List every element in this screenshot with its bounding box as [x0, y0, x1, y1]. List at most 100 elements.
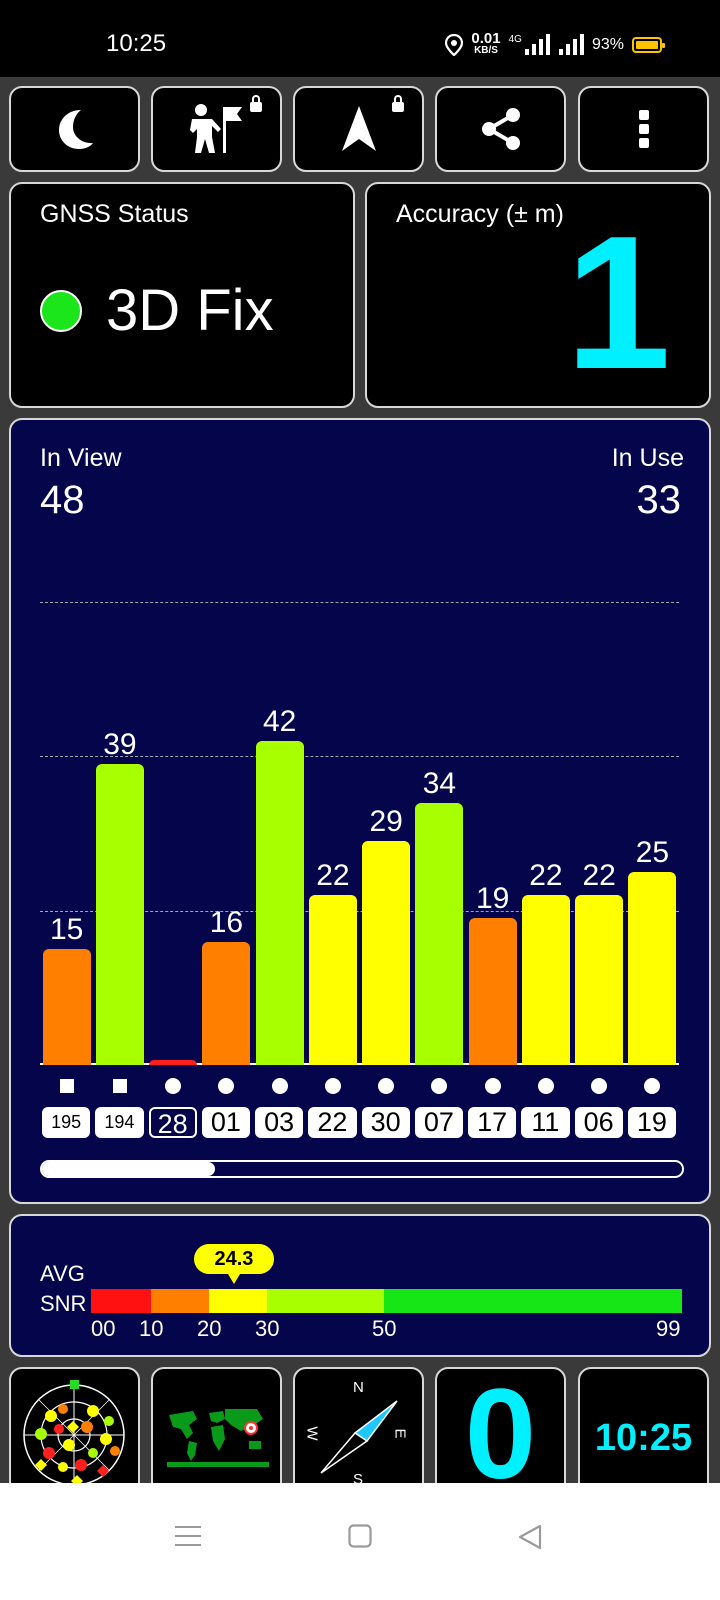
circle-marker — [591, 1078, 608, 1094]
accuracy-panel[interactable]: Accuracy (± m) 1 — [365, 182, 711, 408]
compass-north: N — [353, 1379, 364, 1396]
snr-scale — [91, 1289, 682, 1313]
snr-bar — [308, 895, 357, 1065]
snr-bar-value: 42 — [262, 704, 297, 738]
snr-bar-value: 16 — [209, 905, 244, 939]
satellite-id-badge[interactable]: 19 — [627, 1107, 676, 1138]
snr-scale-label: 00 — [91, 1316, 116, 1341]
satellite-id-badge[interactable]: 28 — [148, 1107, 197, 1139]
circle-marker — [644, 1078, 661, 1094]
satellite-id-badge[interactable]: 11 — [521, 1107, 570, 1138]
snr-bar — [628, 872, 677, 1065]
snr-bar-value: 34 — [422, 766, 457, 800]
snr-bar-chart: 15 39 16 42 22 29 34 19 22 22 25 — [40, 602, 679, 1065]
snr-scale-segment — [384, 1289, 682, 1313]
in-use-count: 33 — [636, 478, 682, 522]
in-view-count: 48 — [40, 478, 85, 522]
navigation-arrow-icon — [341, 106, 376, 151]
chart-scrollbar-thumb[interactable] — [42, 1162, 215, 1176]
snr-bar — [415, 802, 464, 1065]
satellite-id-badge[interactable]: 22 — [308, 1107, 357, 1138]
snr-bar — [468, 918, 517, 1065]
lock-icon — [392, 95, 404, 112]
circle-marker — [165, 1078, 182, 1094]
satellite-id-badge[interactable]: 195 — [42, 1107, 91, 1138]
satellite-markers — [40, 1075, 679, 1097]
snr-bar — [575, 895, 624, 1065]
satellite-id-badge[interactable]: 30 — [361, 1107, 410, 1138]
satellite-id-badge[interactable]: 17 — [468, 1107, 517, 1138]
in-use-label: In Use — [611, 444, 684, 472]
circle-marker — [378, 1078, 395, 1094]
satellite-chart-panel[interactable]: In View 48 In Use 33 15 39 16 42 22 29 34 19 22 2… — [9, 418, 711, 1204]
accuracy-label: Accuracy (± m) — [396, 200, 564, 228]
satellite-id-badge[interactable]: 03 — [255, 1107, 304, 1138]
sky-plot-tile[interactable] — [9, 1367, 140, 1502]
location-icon — [445, 34, 464, 56]
snr-scale-label: 50 — [372, 1316, 397, 1341]
snr-label: SNR — [40, 1291, 87, 1316]
moon-icon — [58, 110, 93, 149]
satellite-id-badge[interactable]: 06 — [574, 1107, 623, 1138]
back-icon[interactable] — [518, 1524, 542, 1550]
signal-icon — [524, 34, 550, 55]
satellite-id-badge[interactable]: 07 — [414, 1107, 463, 1138]
snr-bar-value: 39 — [103, 728, 137, 762]
menu-icon[interactable] — [175, 1525, 201, 1547]
compass-tile[interactable]: N E S W — [293, 1367, 424, 1502]
clock-value: 10:25 — [594, 1417, 693, 1459]
share-button[interactable] — [435, 86, 566, 172]
avg-badge-pointer — [227, 1274, 240, 1284]
snr-bar — [95, 764, 144, 1065]
more-options-button[interactable] — [578, 86, 709, 172]
chart-baseline — [40, 1063, 679, 1065]
status-time: 10:25 — [106, 30, 167, 57]
snr-bar-value: 29 — [369, 805, 403, 839]
snr-bar — [202, 941, 251, 1065]
signal-icon-2 — [558, 34, 584, 55]
sky-plot-icon — [23, 1380, 125, 1487]
more-vert-icon — [638, 110, 649, 148]
chart-gridline — [40, 910, 679, 912]
person-flag-icon — [189, 104, 242, 153]
night-mode-button[interactable] — [9, 86, 140, 172]
satellite-ids: 195 194 28 01 03 22 30 07 17 11 06 19 — [40, 1107, 679, 1140]
snr-bar-value: 22 — [316, 859, 350, 893]
network-type: 4G — [508, 33, 522, 45]
circle-marker — [484, 1078, 501, 1094]
chart-gridline — [40, 756, 679, 758]
battery-icon — [632, 37, 665, 53]
speed-tile[interactable]: 0 — [435, 1367, 566, 1502]
location-marker-button[interactable] — [151, 86, 282, 172]
snr-bar-value: 15 — [49, 913, 84, 947]
fix-status-dot — [40, 290, 82, 332]
world-map-tile[interactable] — [151, 1367, 282, 1502]
circle-marker — [218, 1078, 235, 1094]
snr-scale-segment — [209, 1289, 267, 1313]
satellite-id-badge[interactable]: 194 — [95, 1107, 144, 1138]
snr-scale-segment — [91, 1289, 151, 1313]
battery-percent: 93% — [591, 36, 624, 53]
accuracy-value: 1 — [565, 197, 671, 409]
gnss-status-panel[interactable]: GNSS Status 3D Fix — [9, 182, 355, 408]
chart-gridline — [40, 602, 679, 603]
snr-scale-segment — [151, 1289, 209, 1313]
gnss-status-label: GNSS Status — [40, 200, 189, 228]
circle-marker — [537, 1078, 554, 1094]
share-icon — [481, 108, 520, 150]
satellite-id-badge[interactable]: 01 — [201, 1107, 250, 1138]
status-icons: 0.01 KB/S 4G 93% — [445, 30, 665, 60]
snr-bar-value: 22 — [582, 859, 616, 893]
navigation-button[interactable] — [293, 86, 424, 172]
snr-scale-labels: 00 10 20 30 50 99 — [91, 1316, 682, 1344]
circle-marker — [324, 1078, 341, 1094]
chart-scrollbar[interactable] — [40, 1160, 684, 1178]
avg-snr-badge: 24.3 — [193, 1244, 274, 1284]
snr-bar — [362, 841, 411, 1065]
in-view-label: In View — [40, 444, 122, 472]
avg-snr-panel[interactable]: AVG SNR 00 10 20 30 50 99 24.3 — [9, 1214, 711, 1357]
clock-tile[interactable]: 10:25 — [578, 1367, 709, 1502]
snr-bar-value: 25 — [635, 836, 670, 870]
speed-value: 0 — [464, 1363, 537, 1506]
home-icon[interactable] — [348, 1524, 372, 1548]
